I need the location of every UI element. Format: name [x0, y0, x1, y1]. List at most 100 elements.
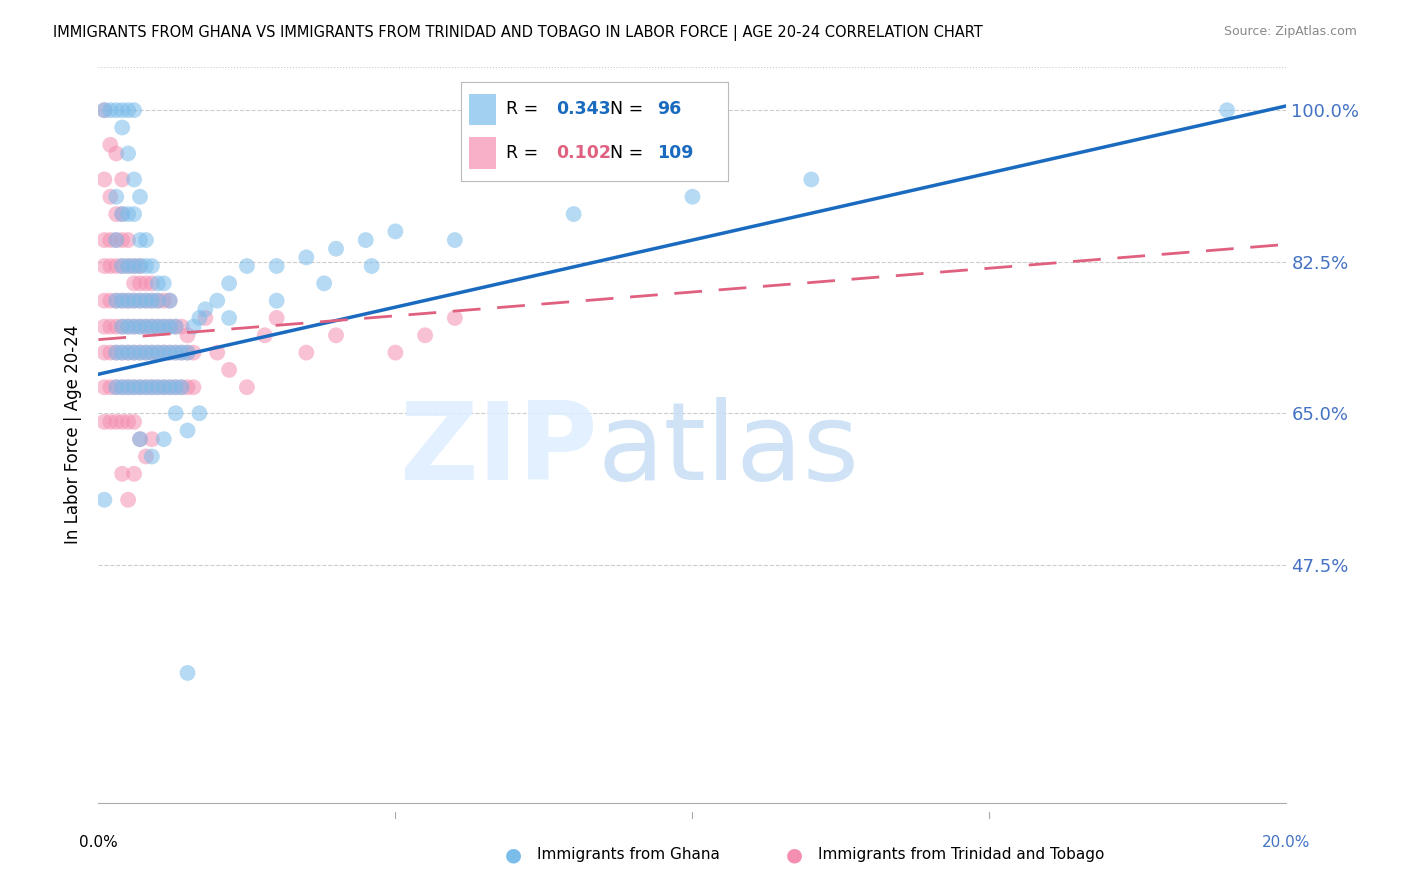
Point — [176, 424, 198, 438]
Point — [111, 293, 134, 308]
Point — [141, 319, 163, 334]
Point — [129, 345, 152, 359]
Point — [122, 293, 145, 308]
Point — [105, 207, 128, 221]
Point — [146, 380, 169, 394]
Point — [176, 380, 198, 394]
Point — [146, 293, 169, 308]
Point — [93, 172, 115, 186]
Point — [93, 293, 115, 308]
Point — [188, 406, 211, 420]
Point — [122, 293, 145, 308]
Point — [141, 293, 163, 308]
Point — [141, 450, 163, 464]
Point — [170, 319, 193, 334]
Point — [135, 293, 157, 308]
Point — [135, 380, 157, 394]
Point — [117, 259, 139, 273]
Point — [176, 665, 198, 680]
Point — [152, 319, 174, 334]
Point — [152, 345, 174, 359]
Point — [129, 380, 152, 394]
Point — [117, 380, 139, 394]
Text: ●: ● — [786, 845, 803, 864]
Point — [122, 380, 145, 394]
Point — [384, 345, 406, 359]
Point — [129, 319, 152, 334]
Point — [562, 207, 585, 221]
Text: atlas: atlas — [598, 397, 859, 502]
Point — [141, 345, 163, 359]
Point — [111, 345, 134, 359]
Point — [122, 103, 145, 118]
Point — [98, 380, 121, 394]
Point — [681, 190, 703, 204]
Point — [176, 328, 198, 343]
Point — [111, 207, 134, 221]
Point — [117, 345, 139, 359]
Point — [170, 380, 193, 394]
Point — [146, 319, 169, 334]
Text: IMMIGRANTS FROM GHANA VS IMMIGRANTS FROM TRINIDAD AND TOBAGO IN LABOR FORCE | AG: IMMIGRANTS FROM GHANA VS IMMIGRANTS FROM… — [53, 25, 983, 41]
Point — [141, 380, 163, 394]
Point — [122, 467, 145, 481]
Point — [135, 277, 157, 291]
Point — [117, 492, 139, 507]
Point — [117, 207, 139, 221]
Point — [117, 293, 139, 308]
Point — [205, 293, 228, 308]
Point — [98, 103, 121, 118]
Point — [141, 293, 163, 308]
Point — [443, 310, 465, 325]
Point — [183, 380, 205, 394]
Point — [159, 380, 181, 394]
Point — [152, 293, 174, 308]
Point — [93, 259, 115, 273]
Point — [266, 259, 288, 273]
Point — [98, 233, 121, 247]
Point — [93, 319, 115, 334]
Point — [218, 363, 240, 377]
Point — [295, 251, 318, 265]
Point — [800, 172, 823, 186]
Point — [98, 137, 121, 152]
Point — [159, 345, 181, 359]
Point — [129, 190, 152, 204]
Point — [146, 345, 169, 359]
Point — [93, 380, 115, 394]
Point — [93, 415, 115, 429]
Point — [152, 345, 174, 359]
Point — [159, 380, 181, 394]
Point — [93, 103, 115, 118]
Point — [111, 319, 134, 334]
Point — [188, 310, 211, 325]
Point — [141, 432, 163, 446]
Point — [146, 345, 169, 359]
Point — [129, 293, 152, 308]
Point — [129, 319, 152, 334]
Point — [105, 190, 128, 204]
Point — [159, 293, 181, 308]
Point — [105, 345, 128, 359]
Point — [129, 345, 152, 359]
Point — [218, 310, 240, 325]
Point — [152, 432, 174, 446]
Point — [122, 259, 145, 273]
Text: Immigrants from Trinidad and Tobago: Immigrants from Trinidad and Tobago — [818, 847, 1105, 862]
Point — [159, 345, 181, 359]
Point — [122, 319, 145, 334]
Point — [165, 345, 187, 359]
Point — [111, 259, 134, 273]
Point — [236, 259, 259, 273]
Point — [325, 328, 347, 343]
Point — [105, 380, 128, 394]
Point — [111, 293, 134, 308]
Point — [170, 345, 193, 359]
Point — [117, 415, 139, 429]
Point — [194, 310, 217, 325]
Point — [135, 293, 157, 308]
Point — [165, 319, 187, 334]
Point — [105, 415, 128, 429]
Point — [117, 103, 139, 118]
Point — [218, 277, 240, 291]
